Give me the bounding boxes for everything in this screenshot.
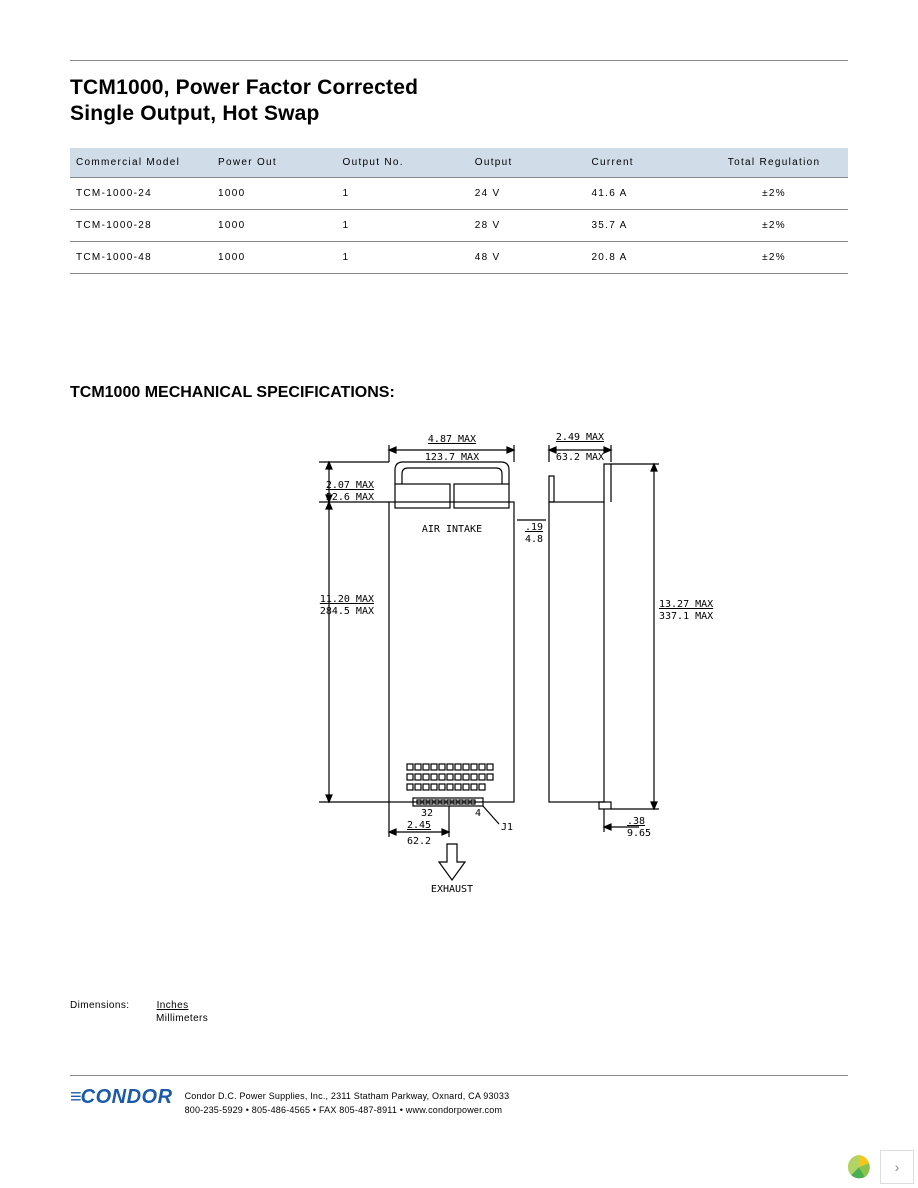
svg-text:2.49 MAX: 2.49 MAX: [556, 432, 604, 443]
connector-pins: [407, 764, 493, 806]
cell-model: TCM-1000-24: [70, 177, 210, 209]
brand-name: CONDOR: [81, 1086, 173, 1108]
mechanical-diagram: AIR INTAKE: [70, 432, 848, 892]
svg-text:63.2 MAX: 63.2 MAX: [556, 452, 604, 463]
title-line-1: TCM1000, Power Factor Corrected: [70, 76, 418, 99]
title-line-2: Single Output, Hot Swap: [70, 102, 320, 125]
dim-width-front: 4.87 MAX 123.7 MAX: [389, 434, 514, 463]
col-current: Current: [583, 148, 700, 178]
cell-current: 20.8 A: [583, 241, 700, 273]
page-title: TCM1000, Power Factor Corrected Single O…: [70, 75, 848, 128]
mechanical-svg: AIR INTAKE: [199, 432, 719, 892]
svg-text:284.5 MAX: 284.5 MAX: [320, 606, 374, 617]
dim-depth-side: 2.49 MAX 63.2 MAX: [549, 432, 611, 463]
cell-outno: 1: [335, 241, 467, 273]
col-power-out: Power Out: [210, 148, 334, 178]
table-header-row: Commercial Model Power Out Output No. Ou…: [70, 148, 848, 178]
dim-height-total: 13.27 MAX 337.1 MAX: [611, 464, 713, 809]
label-j1: J1: [501, 822, 513, 833]
cell-outno: 1: [335, 209, 467, 241]
dimensions-legend: Dimensions: Inches Millimeters: [70, 1000, 208, 1024]
cell-current: 35.7 A: [583, 209, 700, 241]
cell-power: 1000: [210, 241, 334, 273]
cell-output: 28 V: [467, 209, 584, 241]
dim-gap: .19 4.8: [517, 520, 546, 545]
cell-power: 1000: [210, 209, 334, 241]
col-commercial-model: Commercial Model: [70, 148, 210, 178]
cell-current: 41.6 A: [583, 177, 700, 209]
model-spec-table: Commercial Model Power Out Output No. Ou…: [70, 148, 848, 274]
footer-text: Condor D.C. Power Supplies, Inc., 2311 S…: [185, 1086, 510, 1117]
svg-text:2.07 MAX: 2.07 MAX: [326, 480, 374, 491]
col-total-regulation: Total Regulation: [700, 148, 848, 178]
mechanical-heading: TCM1000 MECHANICAL SPECIFICATIONS:: [70, 384, 848, 402]
page-footer: ≡CONDOR Condor D.C. Power Supplies, Inc.…: [70, 1075, 848, 1117]
dim-tab: .38 9.65: [604, 809, 651, 839]
svg-text:337.1 MAX: 337.1 MAX: [659, 611, 713, 622]
svg-text:52.6 MAX: 52.6 MAX: [326, 492, 374, 503]
app-icon: [842, 1150, 876, 1184]
svg-text:123.7 MAX: 123.7 MAX: [425, 452, 479, 463]
next-page-button[interactable]: ›: [880, 1150, 914, 1184]
svg-text:4.8: 4.8: [525, 534, 543, 545]
cell-model: TCM-1000-28: [70, 209, 210, 241]
svg-text:.19: .19: [525, 522, 543, 533]
cell-reg: ±2%: [700, 177, 848, 209]
svg-text:9.65: 9.65: [627, 828, 651, 839]
dim-handle-depth: 2.07 MAX 52.6 MAX: [319, 462, 389, 503]
cell-outno: 1: [335, 177, 467, 209]
cell-reg: ±2%: [700, 241, 848, 273]
label-pin-4: 4: [475, 808, 481, 819]
chevron-right-icon: ›: [895, 1159, 900, 1175]
label-pin-32: 32: [421, 808, 433, 819]
dim-height-body: 11.20 MAX 284.5 MAX: [319, 502, 389, 802]
svg-text:2.45: 2.45: [407, 820, 431, 831]
cell-reg: ±2%: [700, 209, 848, 241]
cell-output: 48 V: [467, 241, 584, 273]
brand-logo: ≡CONDOR: [70, 1086, 173, 1109]
table-row: TCM-1000-24 1000 1 24 V 41.6 A ±2%: [70, 177, 848, 209]
top-horizontal-rule: [70, 60, 848, 61]
col-output: Output: [467, 148, 584, 178]
label-exhaust: EXHAUST: [431, 884, 473, 892]
exhaust-arrow: EXHAUST: [431, 844, 473, 892]
svg-text:11.20 MAX: 11.20 MAX: [320, 594, 374, 605]
svg-text:62.2: 62.2: [407, 836, 431, 847]
dim-conn-offset: 2.45 62.2: [389, 802, 449, 847]
svg-text:.38: .38: [627, 816, 645, 827]
table-row: TCM-1000-48 1000 1 48 V 20.8 A ±2%: [70, 241, 848, 273]
footer-line-1: Condor D.C. Power Supplies, Inc., 2311 S…: [185, 1090, 510, 1104]
cell-model: TCM-1000-48: [70, 241, 210, 273]
legend-inches: Inches: [157, 1000, 189, 1011]
legend-label: Dimensions:: [70, 1000, 129, 1011]
logo-bars-icon: ≡: [70, 1086, 79, 1108]
label-air-intake: AIR INTAKE: [422, 524, 482, 535]
svg-text:13.27 MAX: 13.27 MAX: [659, 599, 713, 610]
footer-line-2: 800-235-5929 • 805-486-4565 • FAX 805-48…: [185, 1104, 510, 1118]
svg-text:4.87 MAX: 4.87 MAX: [428, 434, 476, 445]
table-row: TCM-1000-28 1000 1 28 V 35.7 A ±2%: [70, 209, 848, 241]
col-output-no: Output No.: [335, 148, 467, 178]
cell-output: 24 V: [467, 177, 584, 209]
cell-power: 1000: [210, 177, 334, 209]
legend-millimeters: Millimeters: [156, 1013, 208, 1024]
